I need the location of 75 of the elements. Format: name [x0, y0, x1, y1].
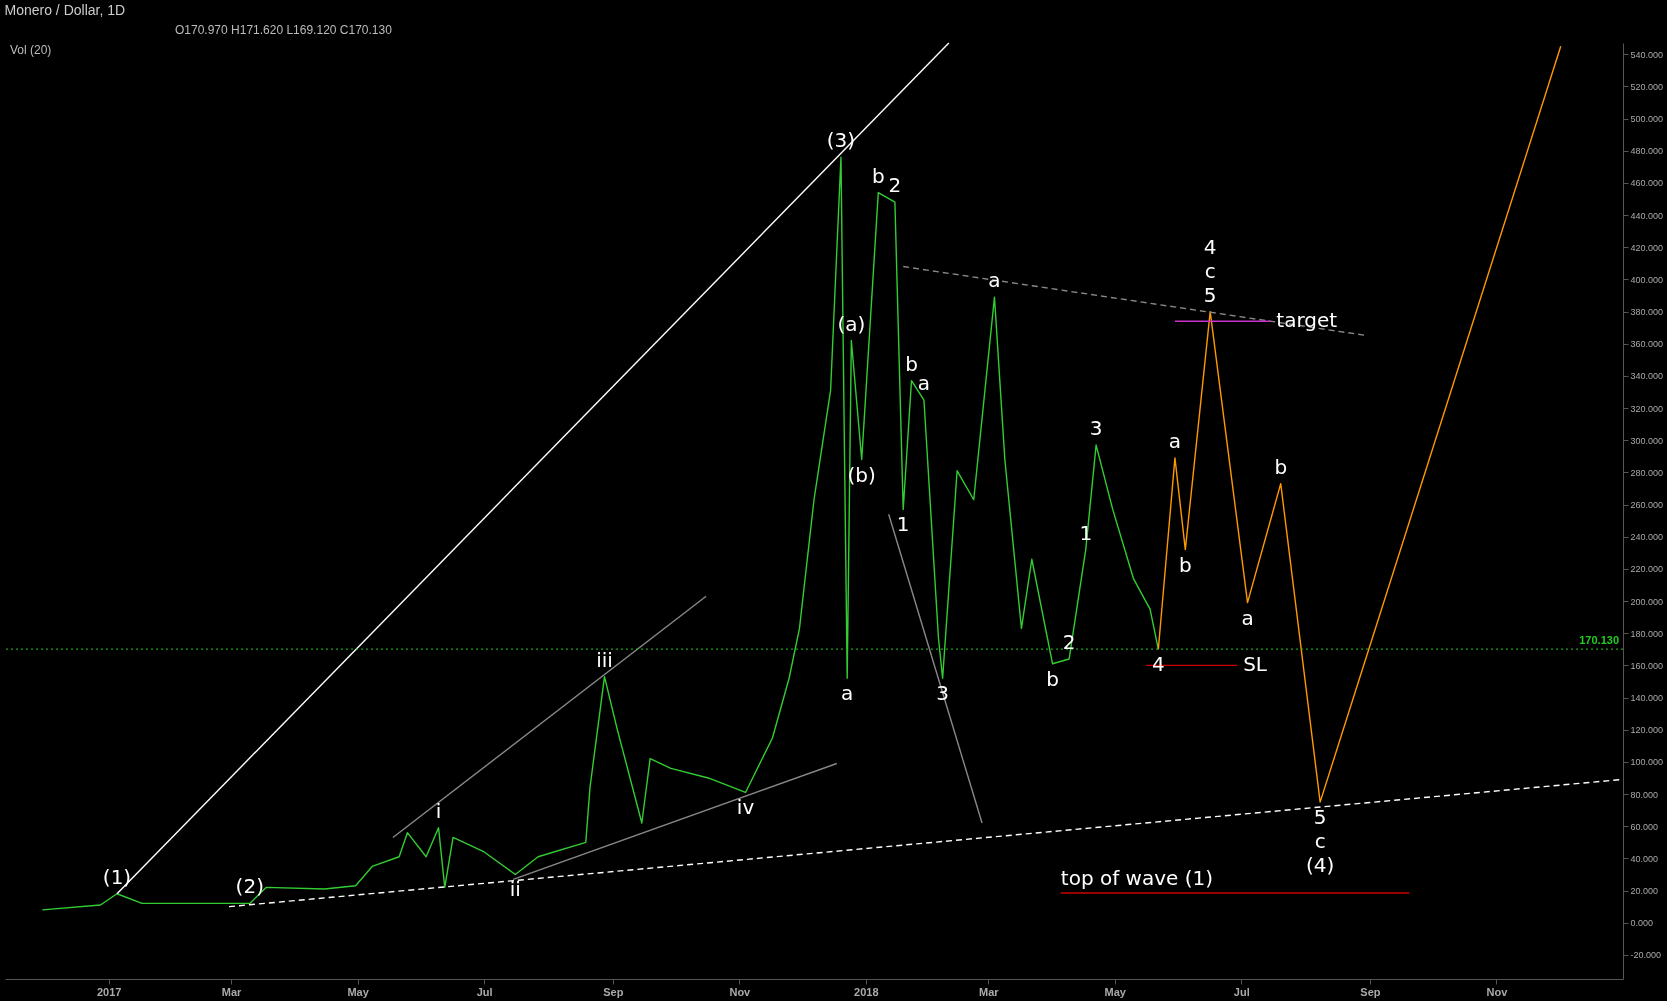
y-tick-label: 80.000	[1630, 789, 1659, 800]
y-tick-label: 140.000	[1630, 693, 1664, 704]
annotation: 1	[896, 512, 910, 537]
annotation: (1)	[102, 864, 132, 889]
chart-title: Monero / Dollar, 1D	[4, 2, 126, 18]
annotation: a	[1241, 605, 1254, 630]
annotation: b	[1274, 454, 1288, 479]
annotation: SL	[1243, 652, 1268, 677]
y-tick-label: 340.000	[1630, 371, 1664, 382]
annotation: top of wave (1)	[1060, 865, 1214, 890]
text: O170.970 H171.620 L169.120 C170.130	[175, 23, 393, 37]
y-tick-label: 200.000	[1630, 596, 1664, 607]
annotation: target	[1276, 308, 1338, 333]
y-tick-label: 20.000	[1630, 886, 1659, 897]
x-tick-label: Nov	[729, 985, 752, 998]
y-tick-label: 60.000	[1630, 821, 1659, 832]
x-tick-label: Sep	[603, 985, 624, 998]
y-tick-label: 160.000	[1630, 660, 1664, 671]
annotation: 2	[888, 173, 902, 198]
y-tick-label: 240.000	[1630, 532, 1664, 543]
annotation: c	[1314, 829, 1326, 854]
annotation: Vol (20)	[10, 43, 52, 57]
y-tick-label: 300.000	[1630, 435, 1664, 446]
x-tick-label: Mar	[221, 985, 243, 998]
annotation: 5	[1313, 805, 1327, 830]
y-tick-label: 420.000	[1630, 242, 1664, 253]
annotation: 3	[936, 681, 949, 706]
x-tick-label: Nov	[1486, 985, 1509, 998]
y-tick-label: 360.000	[1630, 339, 1664, 350]
annotation: a	[1168, 428, 1182, 453]
y-tick-label: 480.000	[1630, 146, 1664, 157]
x-tick-label: Jul	[1233, 985, 1250, 998]
annotation: a	[988, 268, 1001, 293]
annotation: a	[917, 371, 931, 396]
y-tick-label: 320.000	[1630, 403, 1664, 414]
annotation: b	[905, 351, 918, 376]
annotation: i	[435, 798, 442, 823]
annotation: a	[841, 681, 854, 706]
x-tick-label: May	[1104, 985, 1127, 998]
y-tick-label: 260.000	[1630, 500, 1664, 511]
y-tick-label: 460.000	[1630, 178, 1664, 189]
y-tick-label: 540.000	[1630, 49, 1664, 60]
y-tick-label: 180.000	[1630, 628, 1664, 639]
annotation: c	[1204, 258, 1216, 283]
annotation: 5	[1203, 282, 1217, 307]
annotation: 4	[1203, 234, 1217, 259]
x-tick-label: May	[347, 985, 370, 998]
annotation: (4)	[1305, 853, 1335, 878]
annotation: (2)	[235, 874, 264, 899]
annotation: 3	[1089, 416, 1103, 441]
ref-line-label: 170.130	[1579, 634, 1619, 647]
y-tick-label: 400.000	[1630, 274, 1664, 285]
annotation: b	[1046, 666, 1059, 691]
x-tick-label: Sep	[1360, 985, 1381, 998]
y-tick-label: 280.000	[1630, 467, 1664, 478]
y-tick-label: -20.000	[1630, 950, 1662, 961]
annotation: iv	[736, 795, 755, 820]
y-tick-label: 520.000	[1630, 81, 1664, 92]
x-tick-label: Jul	[476, 985, 493, 998]
y-tick-label: 220.000	[1630, 564, 1664, 575]
x-tick-label: Mar	[978, 985, 1000, 998]
y-tick-label: 0.000	[1630, 918, 1654, 929]
x-tick-label: 2017	[96, 985, 122, 998]
annotation: b	[1178, 552, 1192, 577]
annotation: ii	[509, 877, 521, 902]
y-tick-label: 40.000	[1630, 853, 1659, 864]
x-tick-label: 2018	[854, 985, 879, 998]
annotation: iii	[596, 647, 613, 672]
annotation: (3)	[826, 128, 856, 153]
y-tick-label: 500.000	[1630, 114, 1664, 125]
annotation: b	[871, 163, 885, 188]
y-tick-label: 380.000	[1630, 307, 1664, 318]
y-tick-label: 100.000	[1630, 757, 1664, 768]
y-tick-label: 440.000	[1630, 210, 1664, 221]
y-tick-label: 120.000	[1630, 725, 1664, 736]
